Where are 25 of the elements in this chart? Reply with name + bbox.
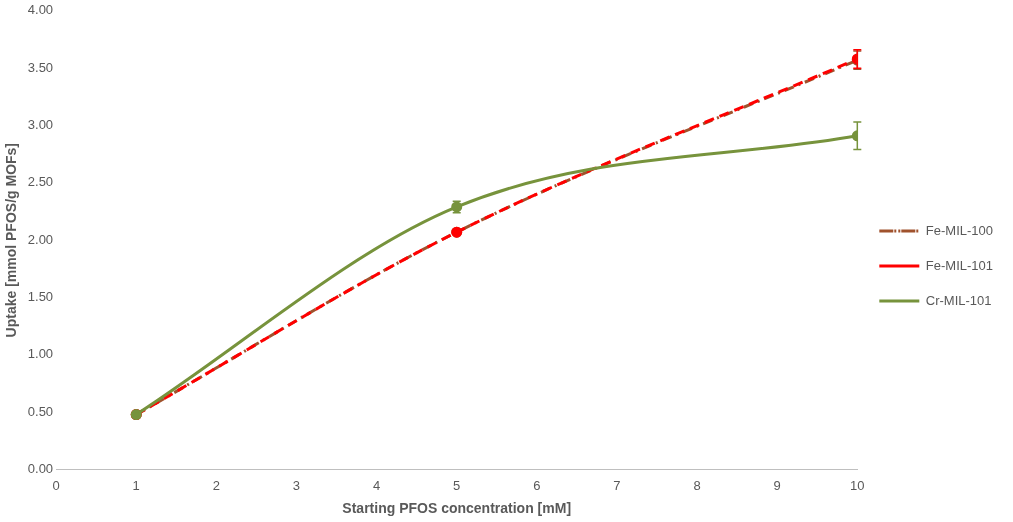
x-tick-label: 4 — [372, 477, 381, 493]
x-tick-label: 3 — [292, 477, 301, 493]
legend-label: Cr-MIL-101 — [925, 292, 992, 308]
legend-label: Fe-MIL-100 — [925, 222, 994, 238]
y-axis-title: Uptake [mmol PFOS/g MOFs] — [3, 142, 20, 338]
x-tick-label: 0 — [52, 477, 60, 493]
y-tick-label: 1.50 — [27, 289, 54, 305]
y-tick-label: 0.00 — [27, 461, 54, 477]
x-tick-label: 9 — [773, 477, 781, 493]
x-tick-label: 1 — [132, 477, 140, 493]
y-tick-label: 2.50 — [27, 174, 54, 190]
x-tick-label: 5 — [453, 477, 461, 493]
y-tick-label: 3.00 — [27, 117, 54, 133]
y-tick-label: 0.50 — [27, 403, 54, 419]
x-tick-label: 8 — [693, 477, 701, 493]
y-tick-label: 4.00 — [27, 2, 54, 18]
legend-label: Fe-MIL-101 — [925, 257, 994, 273]
x-tick-label: 10 — [850, 477, 865, 493]
x-axis-title: Starting PFOS concentration [mM] — [342, 500, 572, 517]
x-tick-label: 7 — [613, 477, 621, 493]
y-tick-label: 1.00 — [27, 346, 54, 362]
y-tick-label: 3.50 — [27, 59, 54, 75]
x-tick-label: 2 — [212, 477, 220, 493]
y-tick-label: 2.00 — [27, 231, 54, 247]
x-tick-label: 6 — [533, 477, 541, 493]
